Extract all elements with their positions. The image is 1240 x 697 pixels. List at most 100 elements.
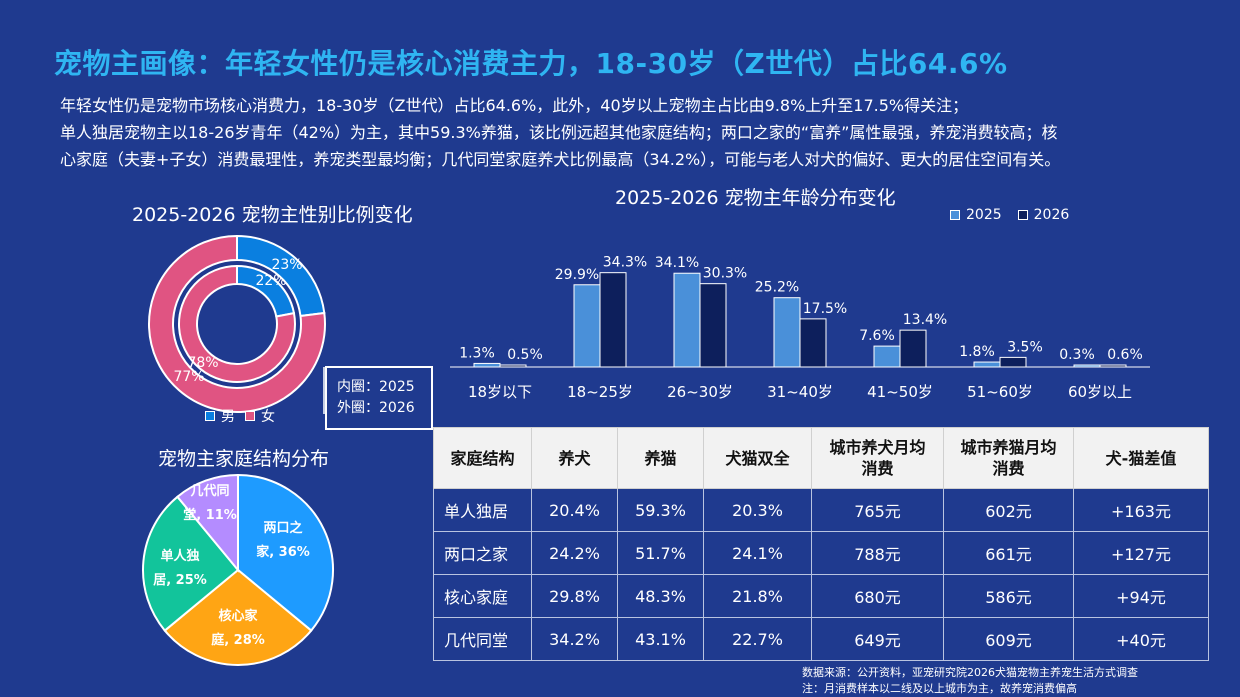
- table-header-text: 养犬: [558, 448, 591, 468]
- bar-2025: [673, 272, 701, 368]
- bar-value-label: 0.3%: [1059, 347, 1095, 363]
- table-cell: 765元: [811, 488, 944, 532]
- legend-2025-label: 2025: [966, 207, 1002, 223]
- pie-slice-label: 家, 36%: [256, 544, 310, 560]
- x-tick-label: 60岁以上: [1068, 383, 1132, 401]
- table-header-cell: 犬猫双全: [703, 427, 812, 489]
- table-header-text: 家庭结构: [450, 448, 515, 468]
- bar-value-label: 1.8%: [959, 344, 995, 360]
- table-cell: 649元: [811, 617, 944, 661]
- table-header-row: 家庭结构 养犬 养猫 犬猫双全 城市养犬月均 消费 城市养猫月均 消费 犬-猫差值: [433, 427, 1209, 489]
- bar-2026: [499, 364, 527, 368]
- intro-text: 年轻女性仍是宠物市场核心消费力，18-30岁（Z世代）占比64.6%，此外，40…: [60, 92, 1220, 173]
- table-cell: 586元: [943, 574, 1074, 618]
- table-header-cell: 城市养犬月均 消费: [811, 427, 944, 489]
- table-cell: +127元: [1073, 531, 1209, 575]
- bar-2026: [1099, 364, 1127, 368]
- bar-2025: [573, 284, 601, 368]
- legend-2026-label: 2026: [1033, 207, 1070, 223]
- x-tick-label: 31~40岁: [767, 383, 833, 401]
- pie-slice: [163, 568, 313, 666]
- bar-value-label: 30.3%: [703, 266, 747, 282]
- table-cell: 43.1%: [617, 617, 704, 661]
- table-cell: 21.8%: [703, 574, 812, 618]
- pie-slice-label: 单人独: [160, 548, 199, 564]
- bar-value-label: 34.3%: [603, 255, 647, 271]
- bar-2025: [473, 362, 501, 368]
- female-legend-swatch: [245, 411, 255, 421]
- footnote-source: 数据来源：公开资料，亚宠研究院2026犬猫宠物主养宠生活方式调查: [802, 666, 1138, 679]
- female-legend-label: 女: [261, 409, 275, 425]
- table-header-text: 养猫: [644, 448, 677, 468]
- gender-donut-chart: 22% 78% 23% 77%: [148, 234, 326, 413]
- table-cell: +163元: [1073, 488, 1209, 532]
- table-cell: 59.3%: [617, 488, 704, 532]
- table-cell: 24.1%: [703, 531, 812, 575]
- family-pie-chart: 两口之家, 36% 核心家庭, 28% 单人独居, 25% 几代同堂, 11%: [142, 473, 334, 666]
- table-header-text: 城市养犬月均: [829, 438, 926, 457]
- age-bar-chart: 1.3% 0.5% 18岁以下 29.9%34.3% 18~25岁 34.1%30.3% 2…: [450, 255, 1150, 401]
- family-table: 家庭结构 养犬 养猫 犬猫双全 城市养犬月均 消费 城市养猫月均 消费 犬-猫差值 单人独居 20…: [433, 427, 1209, 661]
- pie-slice-label: 庭, 28%: [211, 632, 265, 648]
- table-cell: +40元: [1073, 617, 1209, 661]
- table-cell: 788元: [811, 531, 944, 575]
- intro-line: 心家庭（夫妻+子女）消费最理性，养宠类型最均衡；几代同堂家庭养犬比例最高（34.…: [60, 150, 1061, 169]
- pie-slice-label: 核心家: [218, 608, 258, 624]
- bar-2025: [873, 345, 901, 368]
- legend-2026-swatch: [1017, 210, 1028, 220]
- family-table-wrap: 家庭结构 养犬 养猫 犬猫双全 城市养犬月均 消费 城市养猫月均 消费 犬-猫差值 单人独居 20…: [433, 427, 1209, 661]
- table-header-text: 犬-猫差值: [1105, 448, 1177, 468]
- table-cell: 29.8%: [531, 574, 618, 618]
- table-cell: +94元: [1073, 574, 1209, 618]
- table-cell: 20.3%: [703, 488, 812, 532]
- table-row: 几代同堂 34.2% 43.1% 22.7% 649元 609元 +40元: [433, 617, 1209, 661]
- outer-ring-label: 23%: [271, 257, 302, 273]
- table-header-cell: 养猫: [617, 427, 704, 489]
- inner-ring-label: 22%: [255, 273, 286, 289]
- table-header-cell: 家庭结构: [433, 427, 532, 489]
- table-cell: 几代同堂: [433, 617, 532, 661]
- bar-value-label: 3.5%: [1007, 339, 1043, 355]
- family-pie-title: 宠物主家庭结构分布: [158, 448, 330, 470]
- male-legend-swatch: [205, 411, 215, 421]
- bar-2026: [999, 356, 1027, 368]
- table-body: 单人独居 20.4% 59.3% 20.3% 765元 602元 +163元 两口之家 24.2…: [433, 488, 1209, 661]
- table-cell: 602元: [943, 488, 1074, 532]
- bar-value-label: 0.5%: [507, 347, 543, 363]
- table-row: 单人独居 20.4% 59.3% 20.3% 765元 602元 +163元: [433, 488, 1209, 532]
- bar-2025: [1073, 364, 1101, 368]
- age-legend: 2025 2026: [950, 207, 1069, 223]
- bar-value-label: 13.4%: [903, 312, 947, 328]
- bar-2025: [973, 361, 1001, 368]
- pie-slice-label: 居, 25%: [153, 573, 207, 588]
- gender-legend: 男 女: [205, 406, 275, 426]
- table-header-text: 消费: [992, 459, 1025, 478]
- pie-slice-label: 堂, 11%: [183, 507, 237, 523]
- bar-value-label: 7.6%: [859, 328, 895, 344]
- donut-note-box: 内圈：2025 外圈：2026: [325, 366, 433, 430]
- table-cell: 680元: [811, 574, 944, 618]
- table-header-cell: 城市养猫月均 消费: [943, 427, 1074, 489]
- footnote-note: 注：月消费样本以二线及以上城市为主，故养宠消费偏高: [802, 682, 1077, 695]
- bar-2026: [599, 272, 627, 368]
- table-header-cell: 养犬: [531, 427, 618, 489]
- x-tick-label: 18岁以下: [468, 383, 532, 401]
- bar-value-label: 25.2%: [755, 280, 799, 296]
- age-chart-title: 2025-2026 宠物主年龄分布变化: [615, 187, 896, 209]
- bar-2026: [899, 329, 927, 368]
- table-header-cell: 犬-猫差值: [1073, 427, 1209, 489]
- bar-value-label: 17.5%: [803, 301, 847, 317]
- bar-value-label: 29.9%: [555, 267, 599, 283]
- table-cell: 24.2%: [531, 531, 618, 575]
- pie-slice: [176, 473, 239, 573]
- bar-value-label: 0.6%: [1107, 347, 1143, 363]
- page-title: 宠物主画像：年轻女性仍是核心消费主力，18-30岁（Z世代）占比64.6%: [54, 47, 1008, 80]
- bar-value-label: 1.3%: [459, 345, 495, 361]
- donut-note-inner: 内圈：2025: [337, 379, 415, 395]
- intro-line: 单人独居宠物主以18-26岁青年（42%）为主，其中59.3%养猫，该比例远超其…: [60, 123, 1058, 142]
- donut-note-connector: [323, 367, 325, 414]
- table-cell: 51.7%: [617, 531, 704, 575]
- x-tick-label: 18~25岁: [567, 383, 633, 401]
- inner-ring-label: 78%: [187, 355, 218, 371]
- gender-chart-title: 2025-2026 宠物主性别比例变化: [132, 204, 413, 226]
